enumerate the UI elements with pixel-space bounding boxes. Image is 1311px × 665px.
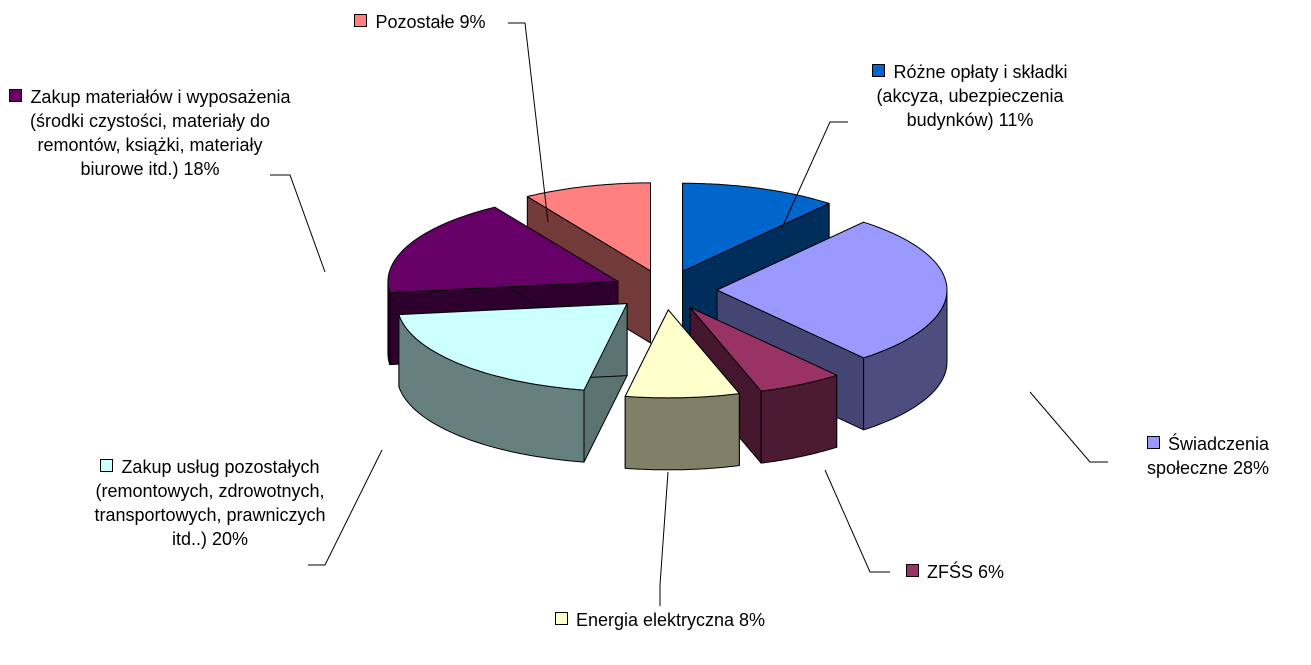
legend-swatch <box>1146 436 1160 449</box>
slice-top <box>624 309 740 399</box>
leader-line <box>659 471 669 606</box>
leader-line <box>781 121 848 229</box>
label-value: 20% <box>212 529 249 549</box>
legend-swatch <box>9 89 23 102</box>
label-name: Energia elektryczna <box>575 610 735 630</box>
leader-line <box>308 449 383 566</box>
slice-top <box>689 306 838 392</box>
label-value: 11% <box>998 110 1034 130</box>
label-name: Zakup usług pozostałych (remontowych, zd… <box>94 457 326 549</box>
legend-swatch <box>100 459 114 472</box>
slice <box>398 303 628 463</box>
label-value: 8% <box>739 610 766 630</box>
legend-swatch <box>872 64 886 77</box>
data-label: Zakup materiałów i wyposażenia (środki c… <box>5 85 295 181</box>
slice-top <box>387 206 619 294</box>
data-label: ZFŚS 6% <box>885 560 1025 584</box>
slice-side <box>624 393 740 471</box>
label-name: ZFŚS <box>926 562 973 582</box>
label-value: 18% <box>183 159 220 179</box>
label-name: Świadczenia społeczne <box>1146 434 1270 478</box>
label-name: Zakup materiałów i wyposażenia (środki c… <box>29 87 291 179</box>
data-label: Świadczenia społeczne 28% <box>1105 432 1311 480</box>
slice-top <box>716 221 948 359</box>
data-label: Różne opłaty i składki (akcyza, ubezpiec… <box>845 60 1095 132</box>
slice <box>624 309 740 471</box>
label-value: 6% <box>978 562 1005 582</box>
slice-top <box>526 182 651 272</box>
data-label: Pozostałe 9% <box>325 10 515 34</box>
legend-swatch <box>554 612 568 625</box>
label-name: Pozostałe <box>375 12 455 32</box>
legend-swatch <box>354 14 368 27</box>
data-label: Energia elektryczna 8% <box>535 608 785 632</box>
label-value: 9% <box>459 12 486 32</box>
legend-swatch <box>905 564 919 577</box>
leader-line <box>824 469 890 573</box>
slice-side <box>387 281 391 366</box>
label-name: Różne opłaty i składki (akcyza, ubezpiec… <box>876 62 1068 130</box>
leader-line <box>1029 391 1108 463</box>
slice-top <box>398 303 628 391</box>
leader-line <box>270 174 326 273</box>
data-label: Zakup usług pozostałych (remontowych, zd… <box>80 455 340 551</box>
label-value: 28% <box>1233 458 1270 478</box>
leader-line <box>508 22 549 223</box>
